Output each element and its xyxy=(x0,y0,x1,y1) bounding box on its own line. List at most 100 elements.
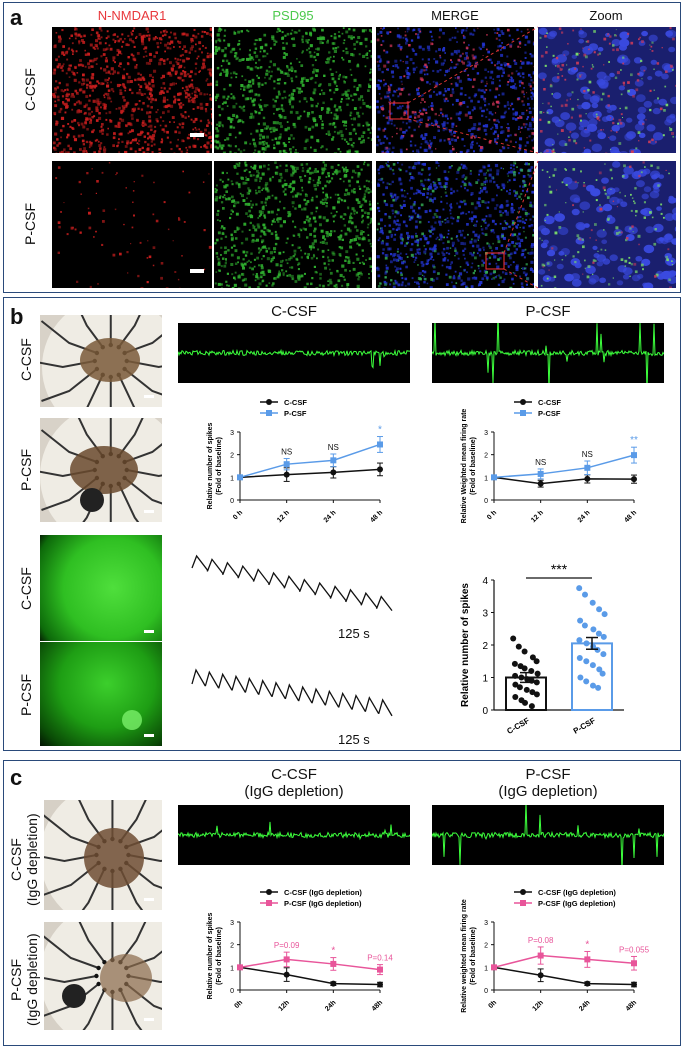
spike-trace-b-ccsf xyxy=(178,323,410,383)
trace-title-c-ccsf-line2: (IgG depletion) xyxy=(244,783,344,800)
chart-b-spikes: 0 1 2 3 0 h 12 h 24 h 48 h Relative number of sp… xyxy=(207,398,384,524)
annotation: NS xyxy=(582,450,593,459)
y-axis-label: Relative number of spikes xyxy=(460,583,471,707)
y-tick-label: 3 xyxy=(482,609,488,620)
data-point xyxy=(377,966,383,973)
data-point xyxy=(589,599,596,606)
mea-photo-b-pcsf xyxy=(40,418,162,522)
y-tick-label: 4 xyxy=(482,576,488,587)
y-axis-label: (Fold of baseline) xyxy=(470,927,477,985)
y-tick-label: 1 xyxy=(484,965,488,972)
data-point xyxy=(491,474,497,481)
legend-label: P-CSF (IgG depletion) xyxy=(538,899,616,908)
col-label-psd95: PSD95 xyxy=(272,8,314,23)
data-point xyxy=(577,674,584,681)
data-point xyxy=(584,980,591,987)
x-tick-label: 48 h xyxy=(623,509,638,524)
panel-b-label: b xyxy=(10,304,24,329)
texture-green xyxy=(214,27,372,153)
x-tick-label: 0 h xyxy=(486,509,498,521)
col-label-nmdar1: N-NMDAR1 xyxy=(97,8,167,23)
data-point xyxy=(521,648,528,655)
spike-trace-c-ccsf xyxy=(178,805,410,865)
y-tick-label: 0 xyxy=(482,706,488,717)
y-tick-label: 3 xyxy=(230,920,234,927)
x-tick-label: 24h xyxy=(578,999,591,1012)
panel-a-label: a xyxy=(10,5,23,30)
chart-c-spikes: 0 1 2 3 0h 12h 24h 48h Relative number of spikes… xyxy=(207,888,393,1013)
data-point xyxy=(518,674,525,681)
x-tick-label: 24 h xyxy=(323,509,338,524)
trace-title-b-ccsf: C-CSF xyxy=(271,303,317,320)
legend-label: C-CSF xyxy=(284,398,307,407)
calcium-scale-b-pcsf: 125 s xyxy=(338,732,370,747)
data-point xyxy=(537,470,544,477)
row-label-c-pcsf-line2: (IgG depletion) xyxy=(24,933,40,1027)
y-axis-label: (Fold of baseline) xyxy=(216,437,223,495)
col-label-merge: MERGE xyxy=(431,8,479,23)
chart-b-bar: 0 1 2 3 4 Relative number of spikes C-CSF P-CSF… xyxy=(460,561,624,736)
x-tick-label: P-CSF xyxy=(572,716,597,736)
data-point xyxy=(631,960,637,967)
trace-svg xyxy=(178,348,410,369)
legend-label: P-CSF xyxy=(538,409,561,418)
series-line xyxy=(239,443,381,479)
annotation: P=0.14 xyxy=(367,954,393,963)
data-point xyxy=(584,956,591,963)
row-label-c-ccsf-line1: C-CSF xyxy=(8,838,24,882)
x-tick-label: 12h xyxy=(531,999,544,1012)
texture-zoom xyxy=(538,27,676,153)
data-point xyxy=(600,633,607,640)
row-label-b-pcsf-ca: P-CSF xyxy=(18,674,34,716)
mea-drawing-3 xyxy=(44,800,162,910)
y-tick-label: 1 xyxy=(230,475,234,482)
data-point xyxy=(601,611,608,618)
data-point xyxy=(583,678,590,685)
significance-label: *** xyxy=(551,561,568,577)
data-point xyxy=(631,981,637,988)
row-label-b-ccsf-mea: C-CSF xyxy=(18,338,34,382)
data-point xyxy=(511,660,518,667)
calcium-trace-b-ccsf xyxy=(191,554,393,612)
scale-bar xyxy=(122,710,154,737)
organoid-image-b-pcsf xyxy=(40,642,162,746)
data-point xyxy=(237,964,243,971)
data-point xyxy=(377,466,383,473)
row-label-b-ccsf-ca: C-CSF xyxy=(18,567,34,611)
trace-title-c-pcsf-line2: (IgG depletion) xyxy=(498,783,598,800)
trace-title-c-pcsf: P-CSF (IgG depletion) xyxy=(432,766,664,800)
x-tick-label: 24 h xyxy=(577,509,592,524)
col-label-zoom: Zoom xyxy=(589,8,623,23)
x-tick-label: C-CSF xyxy=(505,716,531,736)
legend-marker xyxy=(520,889,526,895)
annotation: * xyxy=(331,946,335,957)
x-tick-label: 48h xyxy=(625,999,638,1012)
annotation: P=0.08 xyxy=(528,936,554,945)
annotation: NS xyxy=(535,458,546,467)
data-point xyxy=(576,585,583,592)
mea-drawing-4 xyxy=(44,922,162,1030)
data-point xyxy=(589,662,596,669)
legend-marker xyxy=(520,410,526,416)
y-tick-label: 2 xyxy=(230,943,234,950)
data-point xyxy=(631,476,637,483)
annotation: * xyxy=(378,425,382,436)
y-tick-label: 1 xyxy=(482,674,488,685)
row-label-c-ccsf-line2: (IgG depletion) xyxy=(24,813,40,907)
data-point xyxy=(533,691,540,698)
data-point xyxy=(491,964,497,971)
texture-red xyxy=(52,27,212,153)
y-tick-label: 0 xyxy=(484,498,488,505)
y-axis-label: Relative weighted mean firing rate xyxy=(461,899,468,1013)
legend-marker xyxy=(520,399,526,405)
series-line xyxy=(239,966,381,986)
legend-label: C-CSF (IgG depletion) xyxy=(538,888,616,897)
mea-photo-c-ccsf xyxy=(44,800,162,910)
data-point xyxy=(528,703,535,710)
image-a-pcsf-psd95 xyxy=(214,161,372,288)
trace-svg xyxy=(432,323,664,383)
trace-title-c-pcsf-line1: P-CSF xyxy=(525,766,571,783)
legend-marker xyxy=(266,410,272,416)
texture-zoom-2 xyxy=(538,161,676,288)
series-line xyxy=(493,454,635,479)
